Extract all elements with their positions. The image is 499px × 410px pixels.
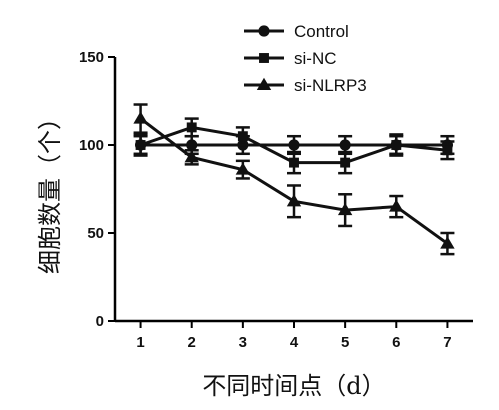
x-tick-label: 1 <box>136 334 144 351</box>
data-point <box>337 202 353 216</box>
data-point <box>286 194 302 207</box>
x-axis-title: 不同时间点（d） <box>202 372 385 400</box>
data-point <box>186 122 197 133</box>
data-point <box>135 140 146 150</box>
data-point <box>289 157 299 168</box>
x-tick-label: 2 <box>188 334 196 351</box>
data-point <box>133 111 148 124</box>
data-point <box>440 236 455 249</box>
data-point <box>184 150 199 163</box>
series-layer <box>133 103 455 256</box>
legend: Control si-NC si-NLRP3 <box>244 22 367 95</box>
x-tick-label: 3 <box>239 334 247 351</box>
x-tick-label: 5 <box>341 334 349 351</box>
legend-label: si-NC <box>294 49 337 68</box>
legend-marker <box>259 53 269 63</box>
y-tick-label: 0 <box>96 313 104 330</box>
y-axis-title: 细胞数量（个） <box>36 106 64 274</box>
data-point <box>442 145 453 156</box>
data-point <box>389 199 404 212</box>
legend-entry: si-NLRP3 <box>244 76 367 95</box>
y-tick-label: 150 <box>79 49 104 66</box>
data-point <box>339 139 351 151</box>
data-point <box>237 131 248 142</box>
x-tick-label: 4 <box>290 334 299 351</box>
legend-marker <box>256 77 272 91</box>
x-tick-label: 6 <box>392 334 400 351</box>
legend-marker <box>258 25 270 37</box>
y-tick-label: 100 <box>79 137 104 154</box>
data-point <box>288 139 300 151</box>
data-point <box>340 157 351 168</box>
data-point <box>186 139 198 151</box>
series-si-nlrp3 <box>133 103 455 256</box>
data-point <box>391 140 402 150</box>
legend-label: si-NLRP3 <box>294 76 367 95</box>
y-tick-label: 50 <box>87 225 104 242</box>
legend-entry: si-NC <box>244 49 337 68</box>
x-tick-label: 7 <box>443 334 451 351</box>
series-si-nc <box>133 117 455 175</box>
data-point <box>235 162 251 175</box>
legend-label: Control <box>294 22 349 41</box>
legend-entry: Control <box>244 22 349 41</box>
ticks: 0 50 100 150 1 2 3 4 5 6 7 <box>79 49 452 351</box>
